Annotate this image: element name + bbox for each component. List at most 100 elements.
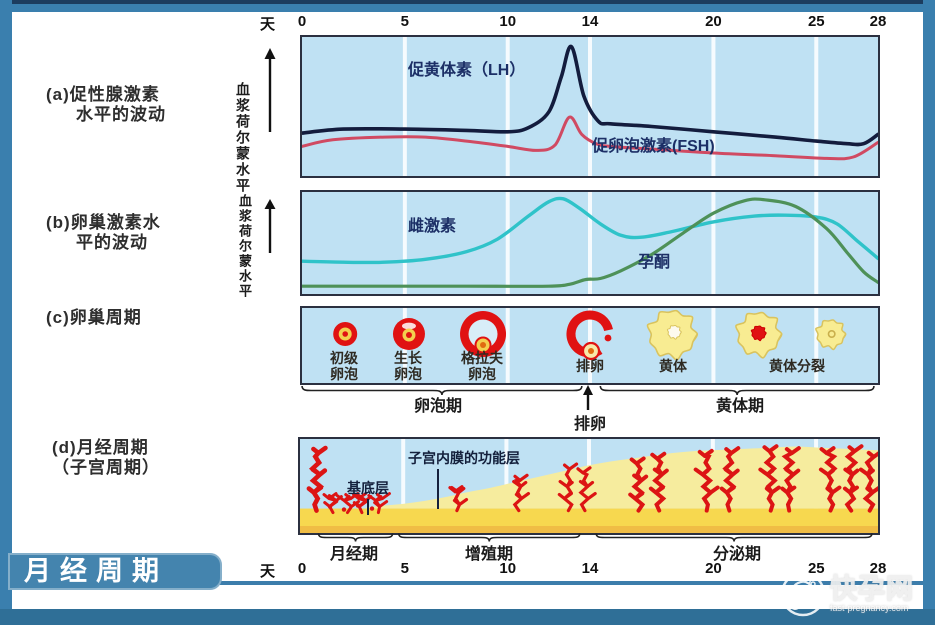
secretory-phase-label: 分泌期 <box>712 546 762 563</box>
促卵泡激素(FSH)-curve <box>302 115 878 161</box>
endometrial-gland <box>818 446 842 513</box>
axis-tick-5: 5 <box>400 13 410 30</box>
graafian-follicle-icon <box>480 342 487 348</box>
axis-tick-14: 14 <box>581 13 599 30</box>
panel-d-side-label-line1: (d)月经周期 <box>52 438 149 457</box>
content-bottom-rule <box>12 581 923 585</box>
axis-tick-20: 20 <box>705 560 722 577</box>
panel-a-side-label-line1: (a)促性腺激素 <box>46 85 160 104</box>
fsh-curve-label: 促卵泡激素(FSH) <box>592 138 715 155</box>
uterine-cycle-panel <box>298 437 880 535</box>
frame-top <box>0 0 935 12</box>
ovulation-icon <box>568 336 576 344</box>
shed-debris <box>355 503 361 508</box>
ovarian-cycle-panel <box>300 306 880 385</box>
functional-layer-mound <box>366 446 878 509</box>
ovulation-icon <box>572 317 580 325</box>
shed-debris <box>327 504 333 509</box>
endometrial-gland <box>557 462 579 513</box>
panel-a-side-label-line2: 水平的波动 <box>76 105 166 124</box>
functional-layer-pointer <box>437 469 439 509</box>
panel-b-y-axis-label: 血浆荷尔蒙水平 <box>237 194 252 299</box>
title-banner-label: 月经周期 <box>24 556 168 586</box>
stage-label-primary-follicle: 初级 卵泡 <box>330 350 358 382</box>
axis-tick-10: 10 <box>499 13 517 30</box>
frame-left <box>0 0 12 625</box>
brace-分泌期 <box>595 533 873 542</box>
endometrial-gland <box>693 448 720 513</box>
axis-tick-5: 5 <box>400 560 410 577</box>
axis-tick-14: 14 <box>581 560 599 577</box>
brace-增殖期 <box>397 533 581 542</box>
panel-c-side-label: (c)卵巢周期 <box>46 308 142 327</box>
progesterone-curve-label: 孕酮 <box>638 254 671 271</box>
axis-tick-20: 20 <box>705 13 722 30</box>
endometrial-gland <box>367 492 391 515</box>
corpus-luteum-icon <box>666 324 682 340</box>
functional-layer-label: 子宫内膜的功能层 <box>408 450 520 466</box>
stage-label-corpus-luteum: 黄体 <box>659 358 687 374</box>
top-axis-day-label: 天 <box>260 16 276 33</box>
axis-tick-0: 0 <box>297 13 307 30</box>
endometrium-graphic <box>300 439 878 533</box>
gonadotropin-chart <box>302 37 878 176</box>
bottom-axis-day-label: 天 <box>260 563 276 580</box>
uterine-phase-braces <box>317 533 873 542</box>
panel-a-side-label: (a)促性腺激素 水平的波动 <box>46 85 166 125</box>
gonadotropin-chart-panel: 促黄体素（LH） 促卵泡激素(FSH) <box>300 35 880 178</box>
endometrial-gland <box>448 485 469 513</box>
ovulation-icon <box>604 334 612 342</box>
basal-layer-pointer <box>367 499 369 515</box>
endometrial-gland <box>306 445 328 513</box>
panel-b-side-label: (b)卵巢激素水 平的波动 <box>46 213 161 253</box>
estrogen-curve-label: 雌激素 <box>408 218 457 235</box>
frame-right <box>923 0 935 625</box>
axis-tick-28: 28 <box>869 13 887 30</box>
watermark-site-name: 快孕网 <box>830 574 914 604</box>
panel-a-y-axis-label: 血浆荷尔蒙水平 <box>235 82 251 194</box>
stage-label-growing-follicle: 生长 卵泡 <box>394 350 422 382</box>
axis-tick-28: 28 <box>869 560 887 577</box>
follicular-phase-label: 卵泡期 <box>413 398 463 415</box>
endometrial-gland <box>758 444 781 513</box>
endometrial-gland <box>842 444 864 513</box>
title-banner: 月经周期 <box>8 553 222 590</box>
ovarian-hormone-chart <box>302 192 878 294</box>
proliferative-phase-label: 增殖期 <box>464 546 514 563</box>
corpus-luteum-small-icon <box>827 329 836 338</box>
frame-bottom <box>0 609 935 625</box>
panel-d-side-label-line2: （子宫周期） <box>52 458 160 477</box>
促黄体素（LH）-curve <box>302 44 878 147</box>
footprint-logo-icon <box>780 571 826 617</box>
panel-b-side-label-line2: 平的波动 <box>76 233 148 252</box>
brace-黄体期 <box>599 385 875 396</box>
axis-tick-25: 25 <box>807 560 825 577</box>
ovulation-arrow-icon <box>583 385 593 395</box>
shed-debris <box>341 507 347 512</box>
luteal-phase-label: 黄体期 <box>715 398 765 415</box>
brace-卵泡期 <box>301 385 583 396</box>
ovarian-phase-braces <box>301 385 875 410</box>
watermark: 快孕网 fast-pregnancy.com <box>778 566 932 622</box>
endometrial-gland <box>719 446 741 513</box>
endometrial-gland <box>648 451 669 513</box>
panel-d-side-label: (d)月经周期 （子宫周期） <box>52 438 160 478</box>
endometrial-gland <box>512 473 531 513</box>
panel-b-y-axis-arrow-icon <box>264 199 276 253</box>
endometrial-gland <box>628 456 649 513</box>
lh-curve-label: 促黄体素（LH） <box>408 62 526 79</box>
panel-a-y-axis-arrow-icon <box>264 48 276 132</box>
menstrual-phase-label: 月经期 <box>329 546 379 563</box>
ovulation-icon <box>586 311 594 319</box>
shed-debris <box>369 506 375 511</box>
watermark-site-url: fast-pregnancy.com <box>830 603 909 613</box>
brace-月经期 <box>317 533 394 542</box>
stage-label-graafian-follicle: 格拉夫 卵泡 <box>461 350 503 382</box>
basal-layer-band-deep <box>300 526 878 533</box>
ovulation-icon <box>599 316 607 324</box>
endometrial-gland <box>858 450 878 513</box>
growing-follicle-icon <box>405 332 412 338</box>
basal-layer-label: 基底层 <box>347 480 389 496</box>
stage-label-ovulation: 排卵 <box>576 358 604 374</box>
